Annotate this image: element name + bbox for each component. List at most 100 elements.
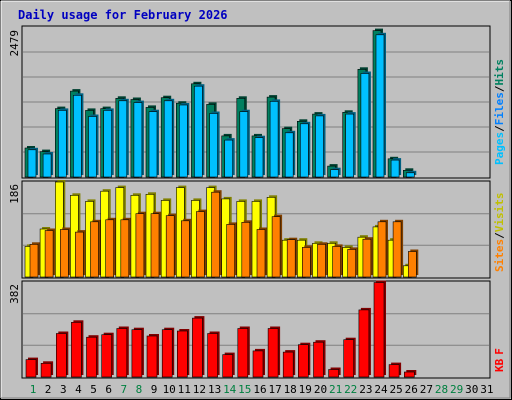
- bar-kbytes: [373, 282, 385, 378]
- bar-files: [42, 153, 52, 178]
- x-tick-label: 26: [405, 383, 418, 396]
- bar-files: [103, 110, 112, 178]
- bar-files: [405, 172, 415, 178]
- bar-sites: [347, 249, 357, 278]
- bar-files: [73, 95, 82, 178]
- bar-sites: [75, 231, 84, 278]
- panel-visits: [21, 180, 491, 279]
- legend-pages: Pages: [493, 132, 506, 165]
- x-tick-label: 9: [151, 383, 158, 396]
- bar-sites: [256, 229, 266, 278]
- x-tick-label: 24: [374, 383, 388, 396]
- bar-sites: [105, 219, 114, 278]
- bar-kbytes: [358, 309, 370, 378]
- bar-kbytes: [131, 329, 143, 378]
- bar-files: [57, 110, 67, 178]
- bar-sites: [135, 213, 145, 278]
- bar-sites: [301, 247, 311, 278]
- bar-files: [239, 111, 249, 178]
- bar-sites: [377, 221, 387, 278]
- bar-files: [315, 115, 324, 178]
- bar-sites: [150, 213, 160, 278]
- x-tick-label: 18: [284, 383, 297, 396]
- bar-kbytes: [388, 364, 400, 378]
- bar-files: [27, 149, 37, 178]
- bar-files: [299, 123, 309, 178]
- bar-files: [209, 113, 218, 178]
- panel-hits: [21, 25, 491, 179]
- bar-files: [254, 137, 264, 178]
- bar-sites: [44, 230, 54, 278]
- x-tick-label: 1: [30, 383, 37, 396]
- x-tick-label: 7: [120, 383, 127, 396]
- bar-files: [360, 73, 370, 178]
- bar-kbytes: [146, 335, 158, 378]
- bar-sites: [196, 211, 205, 278]
- bar-sites: [165, 215, 175, 278]
- legend-sep-1: /: [493, 125, 506, 132]
- bar-sites: [392, 221, 402, 278]
- legend-sep-3: /: [493, 232, 506, 239]
- bar-sites: [241, 222, 251, 278]
- ymax-label-hits: 2479: [8, 30, 21, 57]
- bar-files: [88, 116, 97, 178]
- bar-files: [345, 113, 355, 178]
- bar-kbytes: [40, 362, 52, 378]
- legend-sites: Sites: [493, 239, 506, 272]
- bar-files: [133, 102, 143, 178]
- x-tick-label: 25: [389, 383, 402, 396]
- legend-hits: Hits: [493, 59, 506, 86]
- x-tick-label: 31: [480, 383, 493, 396]
- bar-files: [284, 132, 294, 178]
- x-tick-label: 30: [465, 383, 478, 396]
- bar-files: [269, 101, 279, 178]
- legend-middle: Sites/Visits: [493, 193, 506, 273]
- panel-kbytes: [21, 280, 491, 379]
- legend-top: Pages/Files/Hits: [493, 59, 506, 165]
- x-tick-label: 17: [268, 383, 281, 396]
- bar-kbytes: [403, 371, 415, 378]
- bar-sites: [332, 246, 341, 278]
- bar-files: [148, 111, 158, 178]
- ymax-label-kbytes: 382: [8, 284, 21, 304]
- x-tick-label: 27: [420, 383, 433, 396]
- bar-kbytes: [71, 321, 82, 378]
- bar-files: [330, 169, 339, 178]
- bar-files: [118, 100, 128, 178]
- bar-files: [194, 85, 203, 178]
- bar-kbytes: [267, 328, 279, 378]
- x-tick-label: 21: [329, 383, 342, 396]
- x-axis-labels: 1 2 3 4 5 6 7 8 9 10 11 12 13 14 15 16 17 18 19 20 21 22 23 24 2…: [30, 383, 494, 396]
- x-tick-label: 8: [136, 383, 143, 396]
- legend-bottom: KB F: [493, 348, 506, 372]
- bar-kbytes: [252, 350, 264, 378]
- x-tick-label: 19: [299, 383, 312, 396]
- bar-sites: [90, 221, 99, 278]
- x-tick-label: 20: [314, 383, 327, 396]
- bar-kbytes: [282, 351, 294, 378]
- bar-kbytes: [297, 344, 309, 378]
- bar-sites: [211, 191, 220, 278]
- x-tick-label: 22: [344, 383, 357, 396]
- bar-kbytes: [237, 328, 249, 378]
- bar-sites: [226, 224, 235, 278]
- bar-kbytes: [161, 329, 173, 378]
- bar-kbytes: [192, 317, 203, 378]
- bar-files: [375, 34, 385, 178]
- bar-files: [179, 104, 188, 178]
- bar-sites: [120, 219, 130, 278]
- x-tick-label: 16: [253, 383, 266, 396]
- x-tick-label: 2: [45, 383, 52, 396]
- x-tick-label: 11: [178, 383, 191, 396]
- bar-kbytes: [207, 333, 218, 378]
- bars-layer: [24, 28, 419, 378]
- x-tick-label: 28: [435, 383, 448, 396]
- bar-sites: [271, 216, 281, 278]
- ymax-label-visits: 186: [8, 184, 21, 204]
- bar-sites: [362, 238, 372, 278]
- x-tick-label: 6: [105, 383, 112, 396]
- legend-kb: KB: [493, 358, 506, 372]
- bar-kbytes: [25, 359, 37, 378]
- legend-files: Files: [493, 92, 506, 125]
